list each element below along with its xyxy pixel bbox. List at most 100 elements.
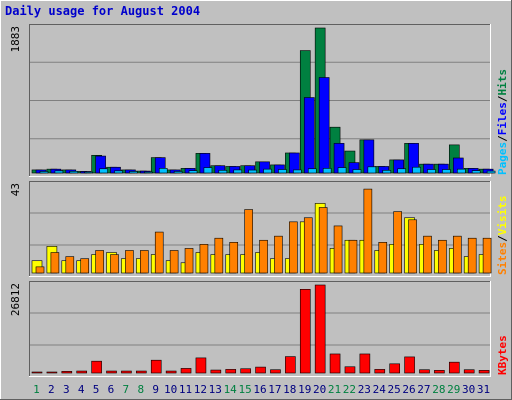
- legend-item-1: /: [496, 135, 509, 142]
- bar-kbytes-day-23: [359, 353, 371, 374]
- bar-kbytes-day-7: [121, 370, 132, 374]
- bar-pages-day-23: [367, 166, 377, 174]
- bar-kbytes-day-24: [374, 369, 386, 374]
- bar-kbytes-day-6: [106, 370, 117, 374]
- legend: KBytes: [496, 335, 509, 375]
- bar-pages-day-16: [263, 168, 272, 174]
- bar-pages-day-6: [114, 170, 123, 174]
- bar-pages-day-12: [203, 167, 213, 174]
- bar-kbytes-day-5: [91, 360, 102, 374]
- legend-item-0: Sites: [496, 242, 509, 275]
- bar-kbytes-day-27: [419, 369, 430, 374]
- day-label-2: 2: [48, 383, 55, 396]
- bar-kbytes-day-8: [136, 370, 147, 374]
- day-label-1: 1: [33, 383, 40, 396]
- day-label-15: 15: [238, 383, 251, 396]
- day-label-29: 29: [447, 383, 460, 396]
- day-label-11: 11: [179, 383, 192, 396]
- bar-sites-day-13: [214, 237, 224, 274]
- bar-pages-day-10: [173, 171, 183, 174]
- bar-sites-day-23: [363, 188, 373, 274]
- bar-sites-day-11: [184, 248, 194, 274]
- bar-kbytes-day-29: [448, 361, 460, 374]
- bar-pages-day-17: [278, 169, 287, 174]
- day-label-22: 22: [343, 383, 356, 396]
- bar-sites-day-22: [348, 239, 358, 274]
- bar-pages-day-5: [99, 168, 108, 174]
- day-label-9: 9: [152, 383, 159, 396]
- bar-sites-day-2: [50, 252, 60, 274]
- y-max-label: 43: [9, 183, 22, 196]
- bar-kbytes-day-1: [31, 371, 43, 374]
- bar-sites-day-31: [482, 237, 492, 274]
- bar-kbytes-day-22: [344, 366, 356, 374]
- bar-sites-day-14: [229, 242, 239, 274]
- bar-pages-day-31: [486, 170, 496, 174]
- day-label-8: 8: [137, 383, 144, 396]
- bar-kbytes-day-4: [76, 370, 88, 374]
- bar-kbytes-day-17: [270, 369, 281, 374]
- bar-sites-day-26: [408, 219, 417, 274]
- legend-item-2: Visits: [496, 196, 509, 236]
- day-label-21: 21: [328, 383, 341, 396]
- bar-sites-day-20: [318, 207, 328, 274]
- bar-kbytes-day-10: [165, 370, 177, 374]
- day-label-26: 26: [402, 383, 415, 396]
- bar-pages-day-2: [54, 170, 64, 174]
- bar-pages-day-19: [307, 168, 317, 174]
- bar-files-day-19: [303, 97, 315, 174]
- bar-pages-day-7: [129, 171, 138, 174]
- bar-pages-day-30: [471, 170, 481, 174]
- bar-kbytes-day-14: [225, 369, 237, 374]
- bar-sites-day-16: [259, 239, 268, 274]
- bar-kbytes-day-31: [478, 370, 490, 374]
- day-label-5: 5: [93, 383, 100, 396]
- day-label-17: 17: [268, 383, 281, 396]
- day-label-31: 31: [477, 383, 490, 396]
- bar-sites-day-9: [154, 231, 164, 274]
- bar-sites-day-15: [244, 209, 253, 274]
- bar-pages-day-13: [218, 170, 228, 174]
- bar-kbytes-day-12: [195, 357, 207, 374]
- bar-sites-day-10: [169, 250, 179, 274]
- day-label-27: 27: [417, 383, 430, 396]
- bar-pages-day-24: [382, 170, 392, 174]
- bar-sites-day-1: [35, 266, 45, 274]
- bar-kbytes-day-15: [240, 368, 251, 374]
- bar-sites-day-12: [199, 244, 209, 274]
- y-max-label: 26812: [9, 283, 22, 316]
- bar-kbytes-day-21: [329, 353, 341, 374]
- bar-pages-day-28: [442, 169, 451, 174]
- bar-kbytes-day-3: [61, 371, 73, 374]
- legend: Sites/Visits: [496, 196, 509, 276]
- panel-visits-sites: 43 Sites/Visits: [9, 181, 509, 277]
- chart-title: Daily usage for August 2004: [5, 4, 200, 18]
- bar-pages-day-29: [456, 168, 466, 174]
- bar-kbytes-day-25: [389, 363, 400, 374]
- day-label-7: 7: [123, 383, 130, 396]
- bar-sites-day-24: [378, 242, 388, 274]
- bar-pages-day-8: [144, 171, 153, 174]
- legend: Pages/Files/Hits: [496, 69, 509, 175]
- bar-sites-day-28: [438, 239, 447, 274]
- day-axis: 1 2 3 4 5 6 7 8 9 10 11 12 13 14 15 16 17 18 19 20 21 22 23 24 2…: [33, 383, 490, 396]
- bar-sites-day-8: [140, 250, 149, 274]
- day-label-25: 25: [388, 383, 401, 396]
- bar-pages-day-1: [39, 171, 49, 174]
- bar-kbytes-day-13: [210, 369, 222, 374]
- day-label-28: 28: [432, 383, 445, 396]
- bar-kbytes-day-19: [299, 289, 311, 374]
- bar-sites-day-5: [95, 250, 104, 274]
- day-label-12: 12: [194, 383, 207, 396]
- bar-pages-day-14: [233, 169, 243, 174]
- bar-kbytes-day-9: [150, 359, 162, 374]
- y-max-label: 1883: [9, 26, 22, 53]
- bar-pages-day-22: [352, 169, 362, 174]
- bar-pages-day-4: [84, 171, 94, 174]
- bar-sites-day-17: [274, 235, 283, 274]
- day-label-24: 24: [373, 383, 387, 396]
- day-label-3: 3: [63, 383, 70, 396]
- bar-pages-day-18: [293, 169, 302, 174]
- bar-pages-day-15: [248, 169, 257, 174]
